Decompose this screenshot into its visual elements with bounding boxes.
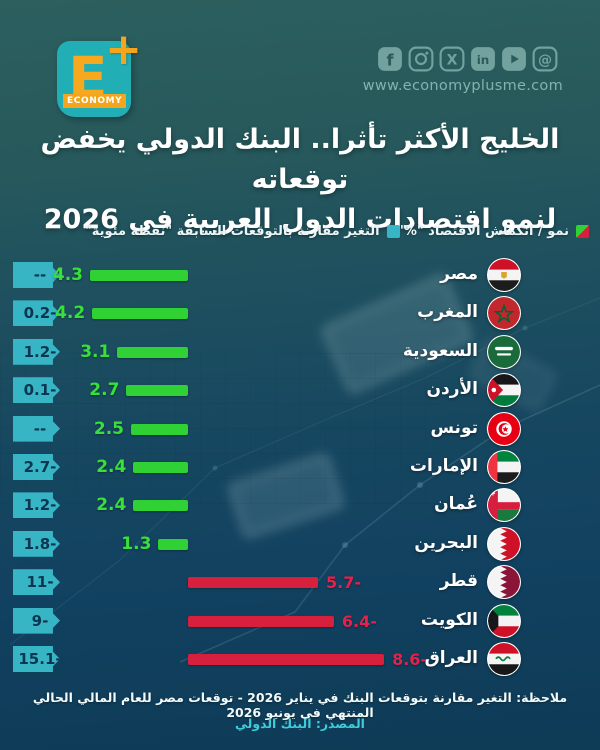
instagram-icon[interactable]: [408, 46, 434, 72]
grid-pattern-decoration: [0, 352, 440, 504]
legend-growth: نمو / انكماش الاقتصاد "%": [397, 224, 589, 239]
growth-bar: [133, 500, 188, 512]
country-row: -- 4.3 مصر: [0, 256, 600, 294]
country-row: -2.7 2.4 الإمارات: [0, 448, 600, 486]
legend-change-label: التغير مقارنة بالتوقعات السابقة "نقطة مئ…: [85, 224, 380, 239]
footnote: ملاحظة: التغير مقارنة بتوقعات البنك في ي…: [32, 690, 568, 720]
growth-value: -8.6: [392, 650, 428, 669]
youtube-icon[interactable]: [501, 46, 527, 72]
country-name: السعودية: [402, 340, 478, 361]
growth-value: 2.4: [96, 457, 127, 477]
jordan-flag-icon: [487, 373, 521, 408]
country-name: العراق: [424, 648, 478, 668]
tunisia-flag-icon: [487, 411, 521, 446]
country-row: -1.8 1.3 البحرين: [0, 525, 600, 563]
growth-value: 3.1: [80, 341, 111, 362]
change-badge: --: [13, 415, 60, 442]
x-icon[interactable]: X: [439, 46, 465, 72]
website-url[interactable]: www.economyplusme.com: [362, 78, 563, 94]
growth-value: -5.7: [326, 573, 361, 593]
growth-bar: [188, 615, 334, 627]
change-badge: -1.2: [13, 338, 60, 365]
growth-bar: [188, 654, 385, 665]
country-name: عُمان: [434, 494, 478, 515]
country-name: المغرب: [417, 302, 478, 323]
growth-value: -6.4: [341, 611, 377, 631]
source-credit: المصدر: البنك الدولي: [235, 716, 365, 731]
page-title: الخليج الأكثر تأثرا.. البنك الدولي يخفض …: [0, 120, 600, 240]
iraq-flag-icon: [487, 642, 521, 676]
bahrain-flag-icon: [487, 526, 521, 561]
title-line-2: لنمو اقتصادات الدول العربية في 2026: [43, 204, 557, 235]
economy-plus-logo: E + ECONOMY: [45, 24, 142, 120]
svg-text:f: f: [386, 51, 394, 70]
change-badge: -0.2: [13, 300, 60, 327]
country-name: تونس: [430, 417, 478, 438]
growth-value: 1.3: [121, 533, 152, 554]
facebook-icon[interactable]: f: [377, 46, 403, 72]
growth-bar: [90, 270, 188, 281]
saudi-flag-icon: [487, 334, 521, 369]
change-badge: -15.1: [13, 646, 60, 672]
growth-value: 4.3: [52, 265, 83, 285]
egypt-flag-icon: [487, 258, 521, 292]
change-badge: -1.2: [13, 492, 60, 519]
logo-wordmark: ECONOMY: [63, 94, 127, 108]
growth-bar: [133, 462, 188, 473]
legend-change-swatch-icon: [386, 225, 400, 238]
growth-bar: [158, 538, 188, 550]
logo-plus-icon: +: [105, 24, 142, 75]
change-badge: -9: [13, 607, 60, 634]
country-row: -9 -6.4 الكويت: [0, 602, 600, 640]
uae-flag-icon: [487, 450, 521, 484]
country-row: -0.2 4.2 المغرب: [0, 294, 600, 332]
growth-bar: [92, 308, 188, 320]
growth-bar: [126, 385, 188, 397]
country-name: مصر: [440, 264, 478, 284]
growth-value: 2.5: [93, 418, 124, 439]
country-name: الإمارات: [409, 456, 478, 476]
country-row: -1.2 3.1 السعودية: [0, 333, 600, 371]
growth-value: 4.2: [55, 303, 86, 324]
change-badge: -11: [13, 569, 60, 596]
svg-text:@: @: [538, 52, 552, 68]
title-line-1: الخليج الأكثر تأثرا.. البنك الدولي يخفض …: [40, 124, 560, 195]
svg-text:in: in: [477, 53, 490, 67]
oman-flag-icon: [487, 488, 521, 523]
growth-value: 2.7: [89, 380, 120, 401]
change-badge: --: [13, 262, 60, 288]
growth-bar: [131, 423, 188, 435]
legend-growth-swatch-icon: [576, 225, 589, 238]
growth-value: 2.4: [96, 495, 127, 516]
qatar-flag-icon: [487, 565, 521, 600]
threads-icon[interactable]: @: [532, 46, 558, 72]
svg-text:X: X: [447, 52, 458, 68]
country-row: -- 2.5 تونس: [0, 410, 600, 448]
country-row: -11 -5.7 قطر: [0, 563, 600, 601]
logo-box: E + ECONOMY: [57, 24, 142, 117]
country-name: البحرين: [414, 532, 478, 553]
country-name: الكويت: [420, 609, 478, 630]
country-row: -15.1 -8.6 العراق: [0, 640, 600, 678]
legend-growth-label: نمو / انكماش الاقتصاد "%": [397, 224, 569, 239]
country-name: قطر: [439, 571, 478, 592]
change-badge: -2.7: [13, 454, 60, 480]
country-row: -1.2 2.4 عُمان: [0, 486, 600, 524]
growth-bar: [117, 346, 188, 358]
change-badge: -1.8: [13, 530, 60, 557]
legend-change: التغير مقارنة بالتوقعات السابقة "نقطة مئ…: [85, 224, 400, 239]
growth-bar: [188, 577, 318, 589]
country-name: الأردن: [426, 379, 478, 400]
kuwait-flag-icon: [487, 603, 521, 638]
country-row: -0.1 2.7 الأردن: [0, 371, 600, 409]
morocco-flag-icon: [487, 296, 521, 331]
linkedin-icon[interactable]: in: [470, 46, 496, 72]
change-badge: -0.1: [13, 377, 60, 404]
